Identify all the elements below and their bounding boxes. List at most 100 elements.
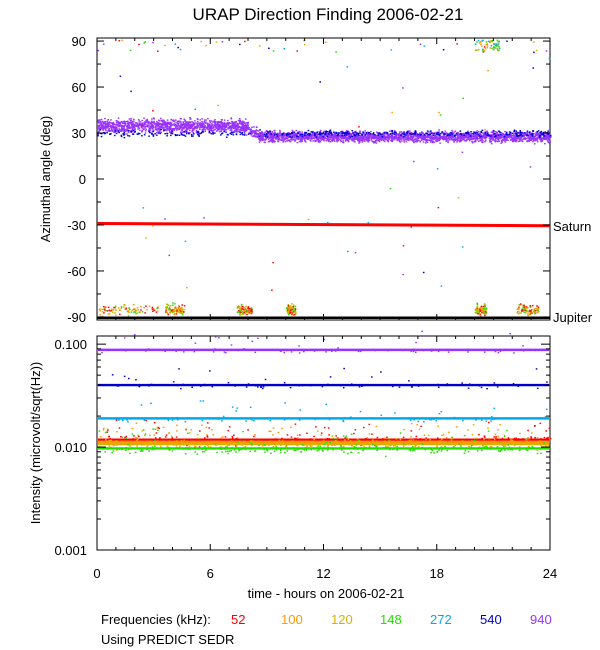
azimuth-point (454, 138, 457, 140)
azimuth-point (530, 139, 532, 142)
intensity-point (214, 336, 217, 338)
azimuth-point (250, 128, 252, 130)
azimuth-point (303, 43, 306, 46)
azimuth-point (522, 310, 525, 312)
azimuth-point (162, 127, 165, 130)
azimuth-point (440, 132, 443, 135)
azimuth-point (202, 122, 205, 124)
azimuth-point (258, 141, 261, 144)
azimuth-point (272, 261, 274, 264)
azimuth-point (414, 131, 416, 134)
azimuth-point (248, 131, 251, 134)
azimuth-point (538, 136, 540, 139)
azimuth-point (176, 310, 178, 312)
intensity-point (493, 418, 496, 421)
azimuth-point (138, 127, 141, 129)
intensity-point (164, 350, 166, 352)
azimuth-point (169, 128, 172, 131)
azimuth-point (403, 134, 406, 136)
azimuth-point (239, 131, 241, 133)
azimuth-point (475, 133, 478, 136)
azimuth-point (272, 50, 275, 52)
azimuth-point (259, 139, 261, 142)
azimuth-point (402, 136, 405, 138)
azimuth-point (473, 141, 476, 143)
azimuth-point (244, 127, 247, 129)
azimuth-point (529, 166, 532, 168)
azimuth-point (512, 137, 514, 139)
azimuth-point (384, 132, 387, 134)
azimuth-point (537, 309, 539, 312)
azimuth-point (378, 136, 381, 139)
azimuth-point (194, 120, 196, 122)
azimuth-point (292, 315, 295, 317)
intensity-point (437, 386, 440, 389)
azimuth-point (266, 136, 269, 138)
azimuth-point (474, 49, 477, 51)
azimuth-point (494, 47, 497, 49)
azimuth-point (241, 308, 243, 310)
azimuth-point (101, 308, 104, 311)
azimuth-point (491, 138, 493, 140)
intensity-point (480, 386, 483, 389)
azimuth-point (180, 123, 182, 125)
azimuth-point (450, 134, 452, 137)
azimuth-point (502, 138, 505, 141)
azimuth-point (264, 131, 266, 134)
azimuth-point (180, 129, 183, 131)
intensity-point (480, 419, 483, 421)
azimuth-point (539, 132, 541, 134)
azimuth-point (265, 130, 268, 133)
azimuth-point (295, 136, 297, 139)
azimuth-point (115, 130, 118, 132)
azimuth-point (233, 131, 235, 133)
azimuth-point (412, 134, 415, 137)
azimuth-point (196, 123, 199, 125)
azimuth-point (148, 131, 151, 133)
azimuth-point (291, 313, 293, 316)
azimuth-point (217, 127, 220, 130)
intensity-point (343, 384, 345, 386)
azimuth-point (360, 139, 363, 141)
azimuth-point (115, 120, 118, 122)
azimuth-point (177, 304, 180, 307)
azimuth-point (455, 138, 458, 141)
azimuth-point (534, 310, 537, 312)
azimuth-point (105, 122, 108, 125)
azimuth-point (201, 120, 203, 123)
azimuth-point (484, 131, 487, 133)
azimuth-point (261, 137, 264, 140)
azimuth-point (476, 312, 479, 314)
azimuth-point (172, 311, 174, 313)
azimuth-point (124, 308, 127, 310)
azimuth-point (422, 137, 424, 139)
azimuth-point (209, 127, 212, 130)
azimuth-point (301, 133, 304, 135)
azimuth-point (412, 136, 415, 139)
azimuth-point (403, 131, 405, 133)
azimuth-point (365, 133, 368, 135)
azimuth-point (409, 137, 411, 139)
azimuth-point (391, 131, 394, 133)
azimuth-point (295, 136, 298, 138)
azimuth-point (473, 137, 476, 140)
azimuth-point (526, 310, 528, 312)
azimuth-point (197, 126, 199, 128)
azimuth-point (248, 310, 250, 313)
azimuth-point (127, 123, 129, 125)
azimuth-point (115, 127, 118, 129)
azimuth-point (354, 252, 357, 254)
azimuth-point (405, 134, 407, 137)
azimuth-point (185, 129, 188, 131)
azimuth-point (446, 138, 448, 140)
azimuth-point (462, 139, 465, 141)
azimuth-point (397, 136, 399, 139)
azimuth-point (533, 308, 535, 310)
azimuth-point (197, 131, 199, 133)
azimuth-point (543, 138, 545, 141)
azimuth-point (501, 136, 503, 139)
azimuth-point (110, 129, 113, 132)
azimuth-point (353, 138, 356, 140)
intensity-point (234, 385, 237, 387)
azimuth-point (548, 141, 550, 144)
